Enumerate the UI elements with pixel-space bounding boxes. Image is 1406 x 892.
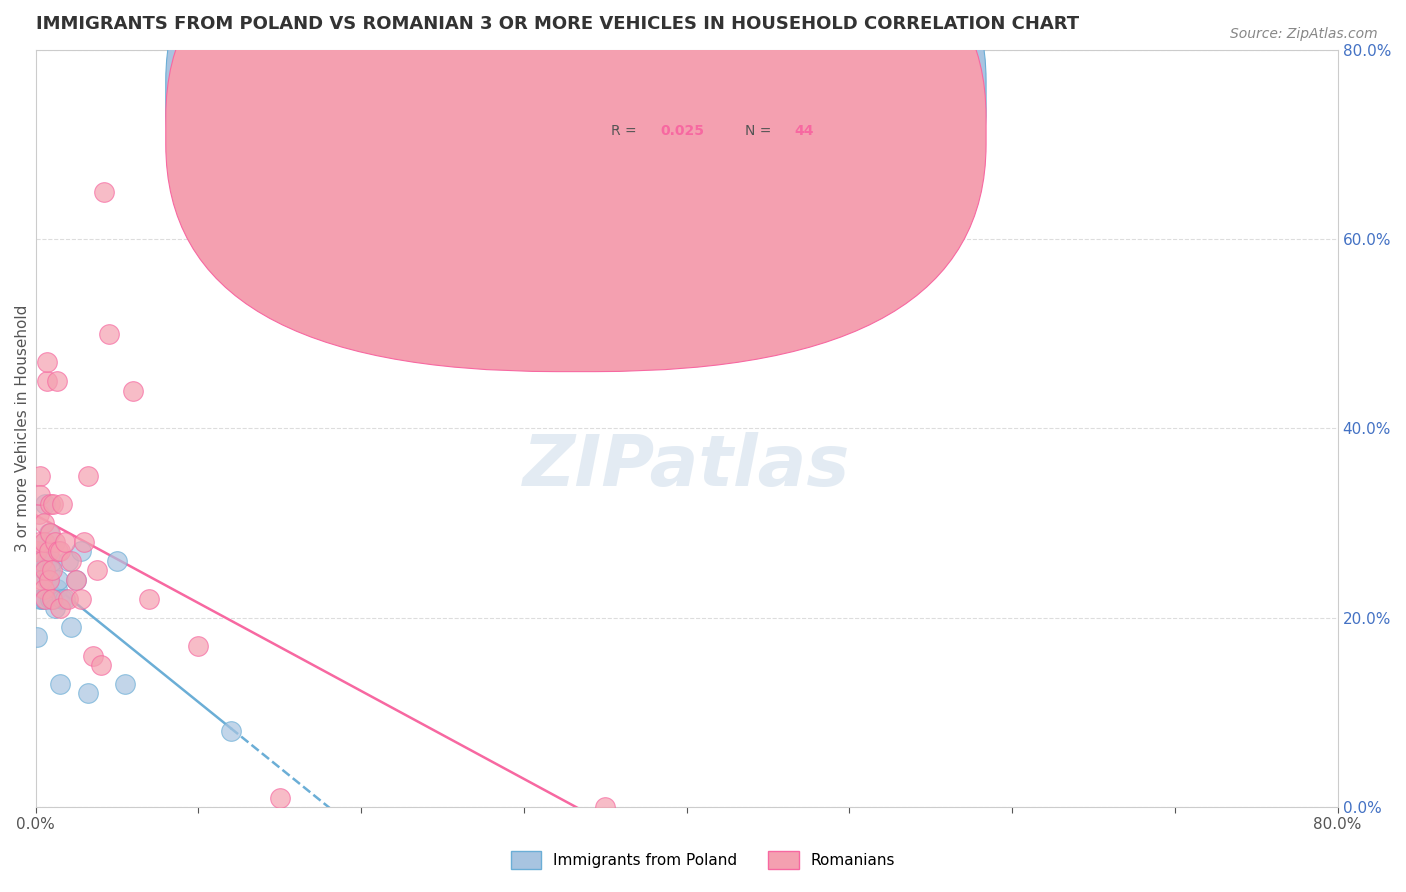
Point [219,724,242,739]
Point [45,374,67,388]
Point [44,535,66,549]
Point [34,591,56,606]
Point [86,563,108,577]
Point [593,800,616,814]
Text: 44: 44 [794,124,814,138]
FancyBboxPatch shape [166,0,986,336]
Point [46,573,69,587]
Point [38,573,60,587]
Text: R =: R = [612,88,637,103]
Point [41,591,63,606]
Point [53,591,76,606]
Point [65,573,87,587]
Point [31,573,53,587]
Point [41,591,63,606]
Point [38,525,60,540]
Point [32,591,55,606]
Point [56,591,79,606]
FancyBboxPatch shape [530,65,921,163]
Point [31,591,53,606]
Point [32,563,55,577]
Point [51,591,73,606]
Point [269,790,291,805]
Text: 32: 32 [794,88,814,103]
Text: IMMIGRANTS FROM POLAND VS ROMANIAN 3 OR MORE VEHICLES IN HOUSEHOLD CORRELATION C: IMMIGRANTS FROM POLAND VS ROMANIAN 3 OR … [35,15,1078,33]
Point [28,535,51,549]
Point [70,591,93,606]
Point [41,563,63,577]
Point [114,677,136,691]
Point [32,582,55,597]
Point [39,591,62,606]
Point [28,507,51,521]
Point [45,582,67,597]
Text: R =: R = [612,124,637,138]
Point [49,544,72,558]
Point [60,554,83,568]
Point [39,497,62,511]
Y-axis label: 3 or more Vehicles in Household: 3 or more Vehicles in Household [15,305,30,552]
Point [38,573,60,587]
Point [46,544,69,558]
Point [39,563,62,577]
Point [34,497,56,511]
Point [30,488,52,502]
Point [56,554,79,568]
Text: -0.184: -0.184 [661,88,710,103]
Point [35,573,58,587]
Point [44,601,66,615]
Point [76,468,98,483]
Point [65,573,87,587]
Point [60,620,83,634]
Point [70,544,93,558]
FancyBboxPatch shape [166,0,986,372]
Point [30,591,52,606]
Point [51,497,73,511]
Point [187,639,209,653]
Point [25,630,48,644]
Text: N =: N = [745,124,772,138]
Point [42,497,65,511]
Point [138,591,160,606]
Point [82,648,104,663]
Point [35,355,58,369]
Point [93,185,115,199]
Point [25,544,48,558]
Point [39,525,62,540]
Point [31,544,53,558]
Point [35,554,58,568]
Point [34,563,56,577]
Point [35,374,58,388]
Text: Source: ZipAtlas.com: Source: ZipAtlas.com [1230,27,1378,41]
Point [42,591,65,606]
Point [31,554,53,568]
Point [38,544,60,558]
Point [90,658,112,673]
Point [34,535,56,549]
Point [122,384,145,398]
Point [30,468,52,483]
Point [49,677,72,691]
Point [32,516,55,530]
Text: N =: N = [745,88,772,103]
Point [28,554,51,568]
Point [49,601,72,615]
Point [76,686,98,700]
Point [97,326,120,341]
Text: ZIPatlas: ZIPatlas [523,432,851,500]
Legend: Immigrants from Poland, Romanians: Immigrants from Poland, Romanians [505,845,901,875]
Text: 0.025: 0.025 [661,124,704,138]
Point [53,535,76,549]
Point [105,554,128,568]
Point [73,535,96,549]
Point [41,554,63,568]
Point [32,535,55,549]
